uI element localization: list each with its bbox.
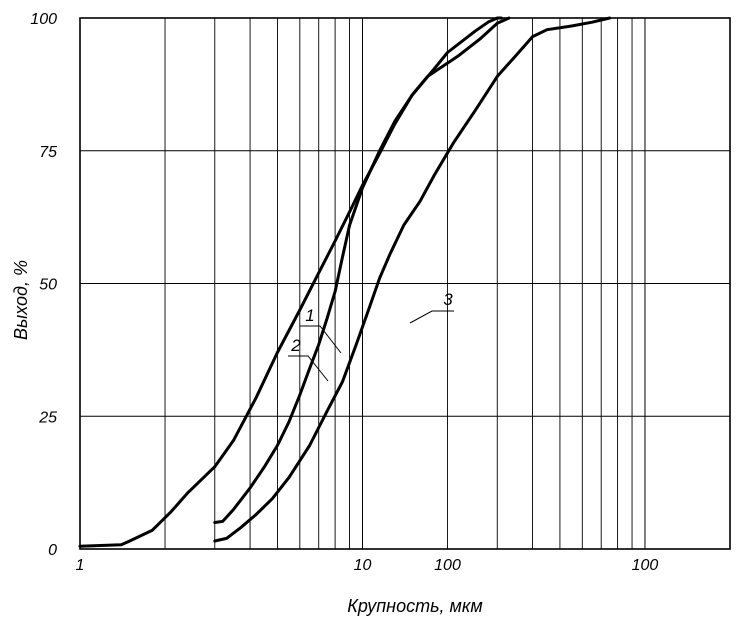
curve-label-2: 2 bbox=[290, 336, 301, 355]
grid bbox=[80, 17, 730, 550]
y-tick-label: 25 bbox=[38, 409, 57, 426]
series-group bbox=[78, 16, 612, 548]
y-tick-label: 75 bbox=[39, 144, 57, 161]
label-leader-2 bbox=[288, 355, 329, 382]
x-axis-title: Крупность, мкм bbox=[347, 596, 482, 616]
plot-frame bbox=[79, 17, 731, 550]
label-leader-1 bbox=[300, 325, 342, 354]
y-tick-label: 0 bbox=[48, 542, 57, 559]
y-axis-title: Выход, % bbox=[11, 260, 31, 340]
curve-label-1: 1 bbox=[305, 306, 314, 325]
x-tick-label: 1 bbox=[76, 557, 85, 574]
series-line-1 bbox=[78, 16, 503, 548]
curve-label-3: 3 bbox=[443, 290, 453, 309]
x-tick-label: 10 bbox=[354, 557, 372, 574]
y-tick-label: 50 bbox=[39, 277, 57, 294]
series-line-2 bbox=[213, 16, 511, 524]
label-leaders: 12 3 bbox=[288, 290, 454, 382]
y-tick-label: 100 bbox=[30, 11, 57, 28]
tick-labels: 0 25 50 75 100 1 10 100 100 bbox=[30, 11, 658, 574]
series-line-3 bbox=[213, 16, 612, 543]
x-tick-label: 100 bbox=[434, 557, 461, 574]
label-leader-3 bbox=[409, 310, 454, 324]
x-tick-label: 100 bbox=[632, 557, 659, 574]
